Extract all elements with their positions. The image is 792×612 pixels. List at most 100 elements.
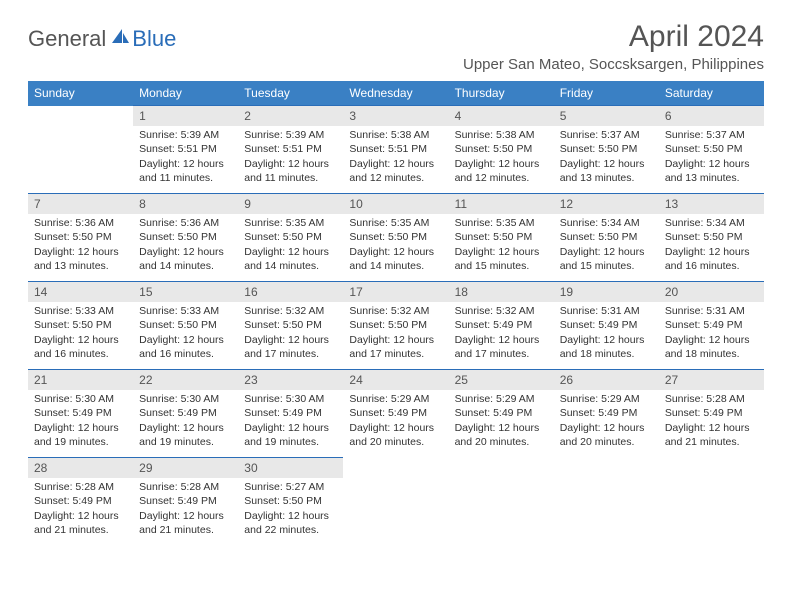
daylight-text: Daylight: 12 hours xyxy=(139,333,232,347)
day-number: 27 xyxy=(659,370,764,390)
weekday-header-row: SundayMondayTuesdayWednesdayThursdayFrid… xyxy=(28,81,764,106)
daylight-text: and 19 minutes. xyxy=(244,435,337,449)
daylight-text: Daylight: 12 hours xyxy=(665,421,758,435)
sunrise-text: Sunrise: 5:32 AM xyxy=(349,304,442,318)
sunrise-text: Sunrise: 5:36 AM xyxy=(34,216,127,230)
sunset-text: Sunset: 5:50 PM xyxy=(244,494,337,508)
daylight-text: and 11 minutes. xyxy=(244,171,337,185)
daylight-text: and 14 minutes. xyxy=(349,259,442,273)
sunrise-text: Sunrise: 5:37 AM xyxy=(665,128,758,142)
daylight-text: Daylight: 12 hours xyxy=(665,333,758,347)
day-number: 6 xyxy=(659,106,764,126)
sunrise-text: Sunrise: 5:29 AM xyxy=(349,392,442,406)
day-number: 7 xyxy=(28,194,133,214)
calendar-week-row: 28Sunrise: 5:28 AMSunset: 5:49 PMDayligh… xyxy=(28,458,764,546)
daylight-text: and 15 minutes. xyxy=(560,259,653,273)
daylight-text: Daylight: 12 hours xyxy=(349,333,442,347)
day-number: 10 xyxy=(343,194,448,214)
sunset-text: Sunset: 5:49 PM xyxy=(560,318,653,332)
day-number: 5 xyxy=(554,106,659,126)
daylight-text: and 19 minutes. xyxy=(34,435,127,449)
sunset-text: Sunset: 5:50 PM xyxy=(665,142,758,156)
daylight-text: and 16 minutes. xyxy=(139,347,232,361)
calendar-day-cell: 26Sunrise: 5:29 AMSunset: 5:49 PMDayligh… xyxy=(554,370,659,458)
daylight-text: Daylight: 12 hours xyxy=(455,157,548,171)
daylight-text: and 20 minutes. xyxy=(560,435,653,449)
daylight-text: and 21 minutes. xyxy=(665,435,758,449)
daylight-text: Daylight: 12 hours xyxy=(34,421,127,435)
location: Upper San Mateo, Soccsksargen, Philippin… xyxy=(463,56,764,73)
calendar-day-cell: 6 Sunrise: 5:37 AMSunset: 5:50 PMDaylight… xyxy=(659,106,764,194)
day-number: 28 xyxy=(28,458,133,478)
calendar-day-cell: 10Sunrise: 5:35 AMSunset: 5:50 PMDayligh… xyxy=(343,194,448,282)
sunrise-text: Sunrise: 5:35 AM xyxy=(244,216,337,230)
daylight-text: and 12 minutes. xyxy=(349,171,442,185)
calendar-day-cell: 12Sunrise: 5:34 AMSunset: 5:50 PMDayligh… xyxy=(554,194,659,282)
daylight-text: and 17 minutes. xyxy=(244,347,337,361)
day-number: 26 xyxy=(554,370,659,390)
day-number: 9 xyxy=(238,194,343,214)
day-number: 12 xyxy=(554,194,659,214)
daylight-text: Daylight: 12 hours xyxy=(244,509,337,523)
sunset-text: Sunset: 5:50 PM xyxy=(455,230,548,244)
daylight-text: and 20 minutes. xyxy=(349,435,442,449)
calendar-day-cell: 11Sunrise: 5:35 AMSunset: 5:50 PMDayligh… xyxy=(449,194,554,282)
day-number: 3 xyxy=(343,106,448,126)
daylight-text: Daylight: 12 hours xyxy=(455,421,548,435)
weekday-header: Wednesday xyxy=(343,81,448,106)
sunrise-text: Sunrise: 5:31 AM xyxy=(665,304,758,318)
calendar-day-cell: 16Sunrise: 5:32 AMSunset: 5:50 PMDayligh… xyxy=(238,282,343,370)
calendar-day-cell: 27Sunrise: 5:28 AMSunset: 5:49 PMDayligh… xyxy=(659,370,764,458)
sunset-text: Sunset: 5:49 PM xyxy=(455,318,548,332)
sunrise-text: Sunrise: 5:30 AM xyxy=(244,392,337,406)
sunset-text: Sunset: 5:50 PM xyxy=(34,318,127,332)
day-number: 17 xyxy=(343,282,448,302)
daylight-text: Daylight: 12 hours xyxy=(665,157,758,171)
calendar-day-cell xyxy=(659,458,764,546)
sunset-text: Sunset: 5:50 PM xyxy=(349,230,442,244)
daylight-text: and 20 minutes. xyxy=(455,435,548,449)
sunset-text: Sunset: 5:51 PM xyxy=(244,142,337,156)
calendar-day-cell: 2Sunrise: 5:39 AMSunset: 5:51 PMDaylight… xyxy=(238,106,343,194)
calendar-week-row: 1 Sunrise: 5:39 AMSunset: 5:51 PM Daylight… xyxy=(28,106,764,194)
daylight-text: and 17 minutes. xyxy=(349,347,442,361)
calendar-day-cell: 28Sunrise: 5:28 AMSunset: 5:49 PMDayligh… xyxy=(28,458,133,546)
sunset-text: Sunset: 5:50 PM xyxy=(349,318,442,332)
day-number: 30 xyxy=(238,458,343,478)
daylight-text: Daylight: 12 hours xyxy=(34,509,127,523)
calendar-day-cell: 8Sunrise: 5:36 AMSunset: 5:50 PMDaylight… xyxy=(133,194,238,282)
day-number: 23 xyxy=(238,370,343,390)
daylight-text: and 21 minutes. xyxy=(139,523,232,537)
daylight-text: Daylight: 12 hours xyxy=(349,245,442,259)
sunset-text: Sunset: 5:50 PM xyxy=(244,318,337,332)
daylight-text: Daylight: 12 hours xyxy=(34,245,127,259)
calendar-day-cell xyxy=(343,458,448,546)
daylight-text: and 19 minutes. xyxy=(139,435,232,449)
calendar-day-cell: 18Sunrise: 5:32 AMSunset: 5:49 PMDayligh… xyxy=(449,282,554,370)
logo-text-general: General xyxy=(28,26,106,52)
day-number: 14 xyxy=(28,282,133,302)
daylight-text: Daylight: 12 hours xyxy=(349,421,442,435)
calendar-day-cell xyxy=(554,458,659,546)
calendar-day-cell: 9Sunrise: 5:35 AMSunset: 5:50 PMDaylight… xyxy=(238,194,343,282)
daylight-text: Daylight: 12 hours xyxy=(34,333,127,347)
daylight-text: Daylight: 12 hours xyxy=(139,421,232,435)
day-number: 13 xyxy=(659,194,764,214)
sunset-text: Sunset: 5:49 PM xyxy=(34,494,127,508)
sunset-text: Sunset: 5:50 PM xyxy=(244,230,337,244)
weekday-header: Tuesday xyxy=(238,81,343,106)
sunrise-text: Sunrise: 5:28 AM xyxy=(139,480,232,494)
sunrise-text: Sunrise: 5:34 AM xyxy=(665,216,758,230)
sunset-text: Sunset: 5:50 PM xyxy=(34,230,127,244)
sunset-text: Sunset: 5:49 PM xyxy=(139,494,232,508)
calendar-day-cell: 1Sunrise: 5:39 AMSunset: 5:51 PMDaylight… xyxy=(133,106,238,194)
daylight-text: Daylight: 12 hours xyxy=(455,245,548,259)
sunset-text: Sunset: 5:50 PM xyxy=(139,230,232,244)
sunrise-text: Sunrise: 5:38 AM xyxy=(455,128,548,142)
sunset-text: Sunset: 5:49 PM xyxy=(665,318,758,332)
daylight-text: and 13 minutes. xyxy=(34,259,127,273)
day-number: 1 xyxy=(133,106,238,126)
day-number: 29 xyxy=(133,458,238,478)
sunrise-text: Sunrise: 5:31 AM xyxy=(560,304,653,318)
sunrise-text: Sunrise: 5:39 AM xyxy=(244,128,337,142)
